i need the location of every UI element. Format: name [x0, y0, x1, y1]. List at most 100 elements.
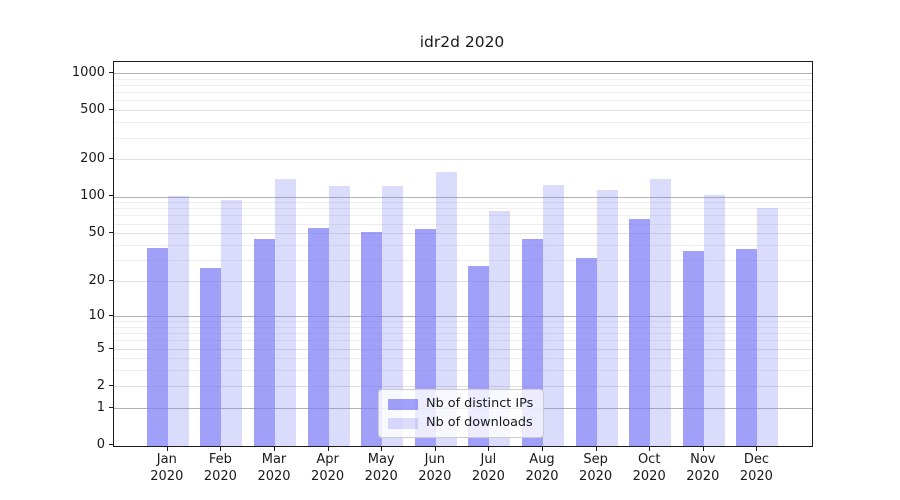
x-axis-tick-mark: [381, 446, 383, 451]
light-gridline: [114, 110, 812, 112]
bar-distinct-ips: [146, 247, 168, 446]
x-axis-tick-mark: [327, 446, 329, 451]
minor-gridline: [114, 321, 812, 322]
bar-downloads: [757, 208, 779, 446]
x-axis-tick-label: Jul 2020: [471, 452, 505, 484]
major-gridline: [114, 315, 812, 317]
y-axis-tick-mark: [109, 71, 114, 73]
y-axis-tick-mark: [109, 444, 114, 445]
y-axis-tick-label: 50: [88, 225, 105, 241]
y-axis-tick-label: 1000: [71, 64, 105, 80]
y-axis-tick-mark: [109, 195, 114, 197]
bar-distinct-ips: [575, 258, 597, 446]
legend: Nb of distinct IPs Nb of downloads: [378, 389, 545, 438]
bar-downloads: [703, 195, 725, 446]
bar-downloads: [596, 190, 618, 446]
x-axis-tick-mark: [220, 446, 222, 451]
x-axis-tick-label: Sep 2020: [579, 452, 613, 484]
y-axis-tick-label: 20: [88, 273, 105, 289]
light-gridline: [114, 348, 812, 350]
y-axis-tick-mark: [109, 384, 114, 386]
bar-distinct-ips: [200, 267, 222, 446]
minor-gridline: [114, 223, 812, 225]
bar-downloads: [328, 185, 350, 446]
y-axis-tick-mark: [109, 347, 114, 349]
y-axis-tick-mark: [109, 406, 114, 408]
y-axis-tick-mark: [109, 109, 114, 111]
x-axis-tick-label: Nov 2020: [686, 452, 720, 484]
bar-distinct-ips: [307, 228, 329, 446]
x-axis-tick-label: Oct 2020: [632, 452, 666, 484]
x-axis-tick-label: Feb 2020: [203, 452, 237, 484]
minor-gridline: [114, 340, 812, 342]
bar-distinct-ips: [682, 250, 704, 446]
light-gridline: [114, 385, 812, 387]
legend-item-downloads: Nb of downloads: [388, 416, 533, 430]
light-gridline: [114, 233, 812, 235]
bar-downloads: [489, 211, 511, 446]
bar-downloads: [167, 195, 189, 446]
minor-gridline: [114, 245, 812, 246]
x-axis-tick-mark: [702, 446, 704, 451]
y-axis-tick-label: 500: [80, 102, 105, 118]
x-axis-tick-label: Dec 2020: [739, 452, 773, 484]
y-axis-tick-mark: [109, 314, 114, 316]
x-axis-tick-label: Mar 2020: [257, 452, 291, 484]
x-axis-tick-mark: [434, 446, 436, 451]
x-axis-tick-mark: [595, 446, 597, 451]
bar-downloads: [543, 184, 564, 446]
light-gridline: [114, 281, 812, 282]
minor-gridline: [114, 358, 812, 360]
minor-gridline: [114, 260, 812, 262]
legend-swatch-distinct-ips-icon: [388, 398, 418, 410]
bar-downloads: [275, 178, 296, 446]
bar-downloads: [221, 200, 243, 446]
legend-item-distinct-ips: Nb of distinct IPs: [388, 397, 533, 411]
major-gridline: [114, 72, 812, 74]
minor-gridline: [114, 78, 812, 80]
minor-gridline: [114, 84, 812, 86]
bar-distinct-ips: [361, 232, 383, 446]
y-axis-tick-label: 100: [80, 188, 105, 204]
x-axis-tick-label: Apr 2020: [311, 452, 345, 484]
minor-gridline: [114, 92, 812, 94]
plot-area: Nb of distinct IPs Nb of downloads: [113, 61, 813, 447]
y-axis-tick-label: 200: [80, 151, 105, 167]
minor-gridline: [114, 215, 812, 217]
x-axis-tick-label: Jun 2020: [418, 452, 452, 484]
x-axis-tick-label: Aug 2020: [525, 452, 559, 484]
minor-gridline: [114, 370, 812, 372]
minor-gridline: [114, 137, 812, 139]
minor-gridline: [114, 122, 812, 124]
y-axis-tick-label: 10: [88, 307, 105, 323]
bar-downloads: [382, 185, 404, 446]
y-axis-tick-label: 5: [96, 340, 105, 356]
bar-distinct-ips: [736, 249, 758, 446]
bar-distinct-ips: [254, 238, 275, 446]
x-axis-tick-mark: [488, 446, 490, 451]
legend-swatch-downloads-icon: [388, 417, 418, 429]
y-axis-tick-mark: [109, 158, 114, 160]
x-axis-tick-mark: [166, 446, 168, 451]
major-gridline: [114, 196, 812, 198]
minor-gridline: [114, 100, 812, 102]
y-axis-tick-mark: [109, 232, 114, 234]
y-axis-tick-mark: [109, 280, 114, 282]
x-axis-tick-mark: [649, 446, 651, 451]
chart-title: idr2d 2020: [419, 33, 505, 51]
bar-downloads: [650, 178, 672, 446]
x-axis-tick-label: Jan 2020: [150, 452, 184, 484]
y-axis-tick-label: 2: [96, 377, 105, 393]
x-axis-tick-label: May 2020: [364, 452, 398, 484]
light-gridline: [114, 159, 812, 161]
bar-distinct-ips: [629, 218, 651, 446]
legend-label-distinct-ips: Nb of distinct IPs: [426, 396, 534, 411]
x-axis-tick-mark: [756, 446, 758, 451]
minor-gridline: [114, 208, 812, 210]
x-axis-tick-mark: [274, 446, 275, 451]
minor-gridline: [114, 333, 812, 334]
y-axis-tick-label: 0: [96, 437, 105, 452]
minor-gridline: [114, 202, 812, 204]
minor-gridline: [114, 326, 812, 328]
